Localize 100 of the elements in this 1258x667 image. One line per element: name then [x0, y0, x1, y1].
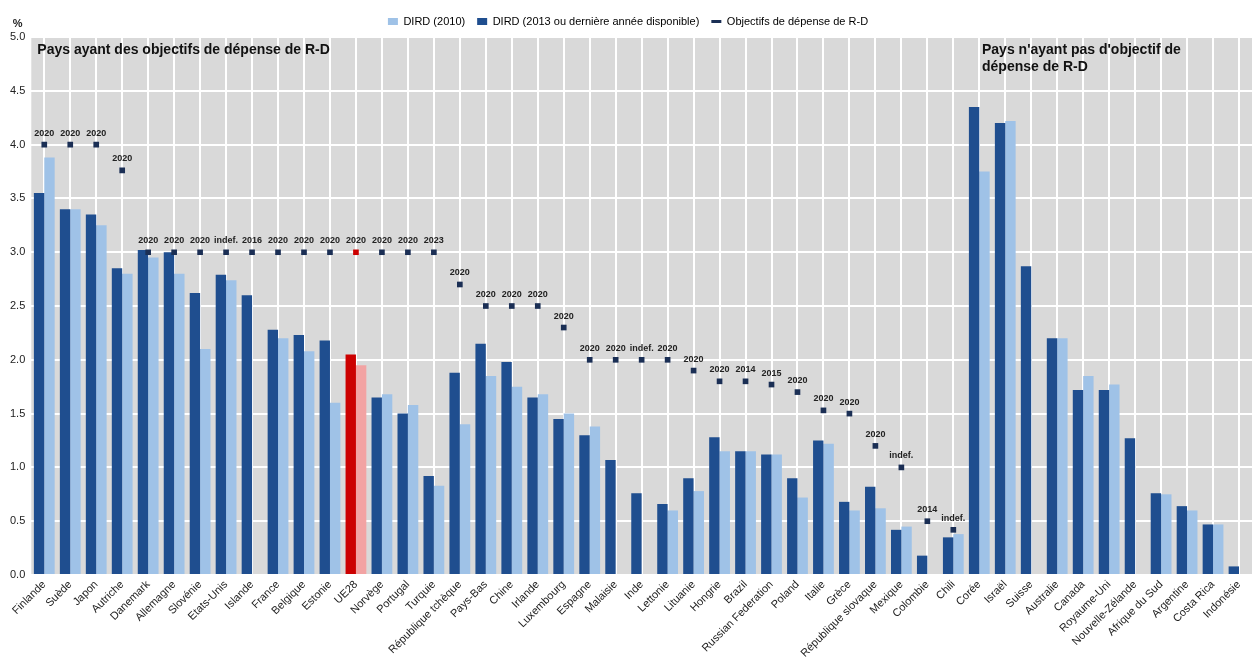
point [301, 249, 307, 256]
annotation: Pays ayant des objectifs de dépense de R-D [37, 40, 330, 57]
bar [901, 526, 912, 575]
point [534, 303, 541, 309]
annotation: 2020 [839, 396, 860, 407]
bar [304, 351, 315, 575]
bar [1176, 506, 1188, 575]
bar [459, 424, 471, 575]
bar [1109, 384, 1120, 575]
annotation: 2020 [397, 235, 418, 246]
bar [745, 451, 756, 575]
bar [979, 171, 990, 575]
point [950, 526, 957, 533]
point [379, 249, 385, 256]
point [612, 356, 619, 363]
bar [501, 361, 512, 575]
point [664, 356, 671, 363]
bar [579, 435, 590, 575]
y-tick-label: 4.0 [9, 137, 26, 150]
bar [485, 375, 497, 575]
bar [693, 491, 704, 575]
bar [189, 293, 201, 575]
bar [813, 440, 824, 575]
bar [1083, 375, 1094, 575]
annotation: 2020 [319, 235, 340, 246]
bar [865, 486, 876, 575]
y-tick-label: 2.0 [9, 352, 26, 365]
bar [890, 529, 902, 575]
bar [1072, 389, 1084, 575]
bar [1187, 510, 1198, 575]
annotation: 2020 [449, 267, 470, 278]
bar [1046, 338, 1058, 575]
annotation: 2020 [553, 310, 574, 321]
annotation: 2020 [813, 393, 834, 404]
bar [122, 273, 133, 575]
bar [1228, 566, 1240, 575]
bar [59, 209, 71, 575]
bar [1020, 266, 1032, 575]
bar [267, 329, 279, 575]
bar [1213, 524, 1224, 575]
annotation: indef. [889, 450, 914, 461]
y-tick-label: 1.5 [9, 406, 26, 419]
annotation: 2023 [423, 235, 444, 246]
y-tick-label: 0.5 [9, 514, 26, 527]
bar [771, 454, 782, 575]
annotation: 2020 [164, 235, 185, 246]
annotation: 2020 [86, 127, 107, 138]
bar [1202, 524, 1214, 575]
point [145, 249, 151, 256]
point [431, 249, 437, 256]
bar [148, 257, 159, 575]
bar [345, 354, 356, 575]
bar [96, 225, 107, 575]
point [249, 249, 255, 256]
point [508, 303, 515, 309]
point [223, 249, 229, 256]
annotation: 2020 [709, 364, 730, 375]
bar [1124, 438, 1136, 575]
bar [200, 349, 211, 575]
y-tick-label: 5.0 [9, 30, 26, 43]
bar [226, 280, 237, 575]
bar [823, 443, 834, 575]
point [197, 249, 203, 256]
point [872, 443, 879, 449]
bar [667, 510, 679, 575]
annotation: 2020 [190, 235, 211, 246]
bar [407, 405, 419, 575]
bar [1057, 338, 1068, 575]
point [457, 281, 463, 288]
bar [761, 454, 772, 575]
bar [293, 335, 304, 575]
annotation: 2014 [735, 364, 756, 375]
bar [111, 268, 123, 575]
point [171, 249, 177, 256]
y-tick-label: 4.5 [9, 83, 26, 96]
bar [1161, 494, 1172, 575]
legend-label: DIRD (2013 ou dernière année disponible) [492, 14, 700, 27]
annotation: Pays n'ayant pas d'objectif de dépense de R-D [982, 40, 1182, 74]
bar [605, 459, 616, 575]
bar [423, 476, 434, 575]
bar [839, 501, 850, 575]
point [794, 389, 801, 395]
point [924, 518, 931, 525]
bar [278, 338, 289, 575]
point [93, 141, 100, 148]
bar [797, 497, 808, 575]
bar [85, 214, 97, 575]
y-axis-title: % [12, 16, 23, 29]
annotation: 2015 [761, 367, 782, 378]
annotation: indef. [214, 235, 239, 246]
annotation: 2020 [34, 127, 55, 138]
bar [709, 437, 720, 575]
y-tick-label: 0.0 [9, 568, 26, 581]
bar [719, 451, 730, 575]
bar [381, 394, 393, 575]
bar [527, 397, 538, 575]
bar [174, 273, 185, 575]
y-tick-label: 3.5 [9, 191, 26, 204]
bar [953, 534, 964, 575]
bar [137, 250, 149, 575]
